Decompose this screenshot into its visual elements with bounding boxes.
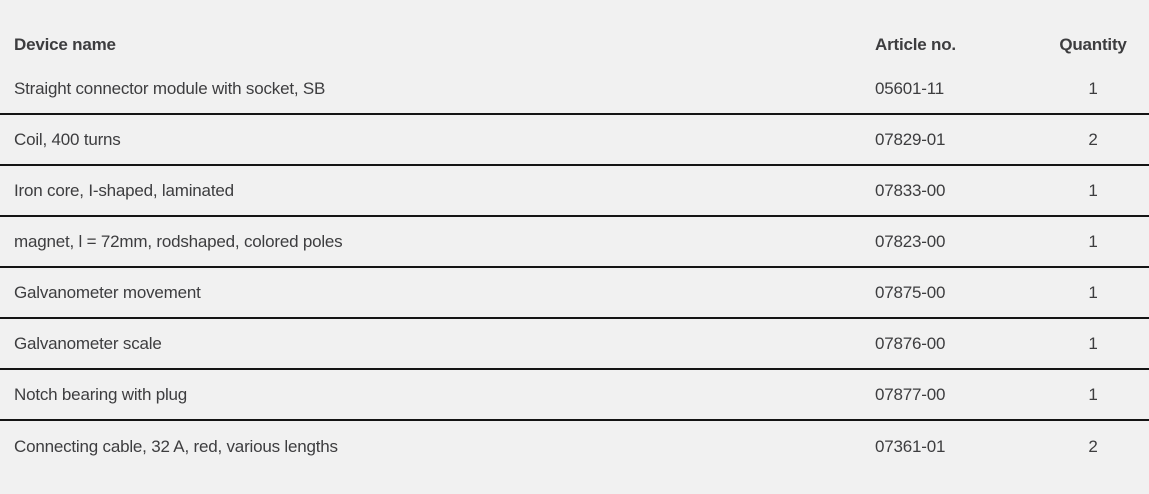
article-no-cell: 07875-00 [875,282,946,302]
quantity-cell: 1 [1088,333,1098,353]
quantity-cell: 2 [1088,436,1098,456]
article-no-cell: 05601-11 [875,78,944,98]
column-header-quantity: Quantity [1059,35,1127,54]
device-name-cell: magnet, l = 72mm, rodshaped, colored pol… [14,231,343,251]
article-no-cell: 07361-01 [875,436,946,456]
column-header-device-name: Device name [14,35,116,54]
article-no-cell: 07876-00 [875,333,946,353]
device-name-cell: Iron core, I-shaped, laminated [14,180,234,200]
quantity-cell: 1 [1088,231,1098,251]
device-name-cell: Coil, 400 turns [14,129,121,149]
article-no-cell: 07829-01 [875,129,946,149]
article-no-cell: 07823-00 [875,231,946,251]
table-row: Galvanometer scale 07876-00 1 [0,319,1149,370]
quantity-cell: 1 [1088,180,1098,200]
table-row: magnet, l = 72mm, rodshaped, colored pol… [0,217,1149,268]
quantity-cell: 1 [1088,282,1098,302]
device-name-cell: Connecting cable, 32 A, red, various len… [14,436,338,456]
device-name-cell: Notch bearing with plug [14,384,188,404]
equipment-list-table: Device name Article no. Quantity Straigh… [0,0,1149,472]
device-name-cell: Straight connector module with socket, S… [14,78,326,98]
table-row: Connecting cable, 32 A, red, various len… [0,421,1149,472]
table-row: Galvanometer movement 07875-00 1 [0,268,1149,319]
table-row: Straight connector module with socket, S… [0,64,1149,115]
quantity-cell: 1 [1088,384,1098,404]
column-header-article-no: Article no. [875,35,956,54]
article-no-cell: 07833-00 [875,180,946,200]
table-row: Notch bearing with plug 07877-00 1 [0,370,1149,421]
table-row: Coil, 400 turns 07829-01 2 [0,115,1149,166]
quantity-cell: 2 [1088,129,1098,149]
device-name-cell: Galvanometer scale [14,333,162,353]
table-header-row: Device name Article no. Quantity [0,0,1149,64]
device-name-cell: Galvanometer movement [14,282,201,302]
quantity-cell: 1 [1088,78,1098,98]
table-row: Iron core, I-shaped, laminated 07833-00 … [0,166,1149,217]
article-no-cell: 07877-00 [875,384,946,404]
